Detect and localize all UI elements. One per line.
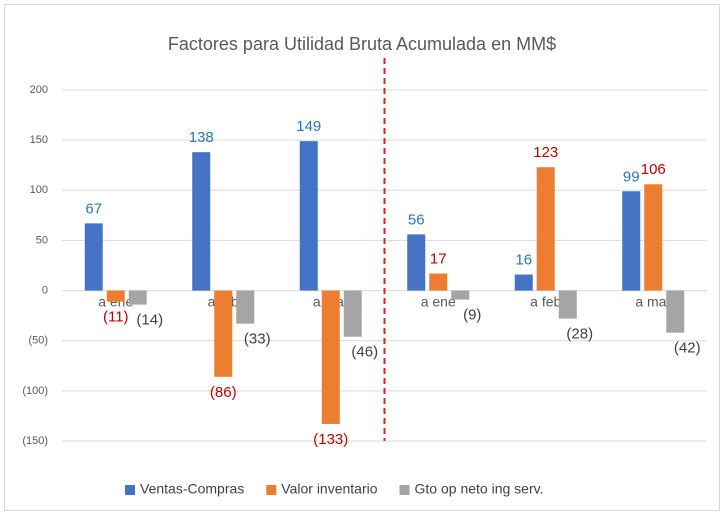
bar [214,290,233,377]
data-label: (33) [244,331,271,348]
bar [321,290,340,424]
bar [451,290,470,300]
data-label: 99 [623,168,640,185]
bar [666,290,685,333]
legend-swatch [399,485,410,495]
x-tick-label: a mar [635,293,671,309]
data-label: (11) [103,309,129,326]
data-label: (42) [674,340,701,357]
bar [299,141,318,291]
chart-title: Factores para Utilidad Bruta Acumulada e… [168,34,556,54]
y-tick-label: 50 [36,234,48,246]
bar [236,290,255,324]
legend-swatch [266,485,277,495]
y-tick-label: 0 [42,284,48,296]
bar [343,290,362,337]
bar [407,234,426,291]
bar [106,290,125,302]
legend-label: Gto op neto ing serv. [415,481,544,497]
data-label: 106 [641,161,666,178]
data-label: 138 [189,129,214,146]
chart-frame [4,4,720,511]
data-label: (133) [313,431,348,448]
bar [128,290,147,305]
data-label: 67 [85,200,102,217]
y-tick-label: (150) [22,435,48,447]
y-tick-label: (100) [22,385,48,397]
data-label: (46) [351,344,378,361]
x-tick-label: a ene [421,293,456,309]
data-label: (86) [210,384,237,401]
legend-swatch [125,485,135,495]
legend-label: Valor inventario [281,481,377,497]
data-label: (14) [136,312,163,329]
bar [514,274,533,291]
bar [192,152,211,291]
bar [644,184,663,291]
data-label: (9) [463,307,481,324]
y-tick-label: 200 [30,84,48,96]
y-tick-label: 150 [30,134,48,146]
data-label: 123 [533,144,558,161]
data-label: 16 [515,251,532,268]
x-tick-label: a feb [530,293,561,309]
data-label: 17 [430,250,447,267]
bar [536,167,555,291]
data-label: 149 [296,118,321,135]
data-label: (28) [566,326,593,343]
bar [558,290,577,319]
y-tick-label: 100 [30,184,48,196]
legend-label: Ventas-Compras [140,481,244,497]
data-label: 56 [408,211,425,228]
bar [429,273,448,291]
bar [622,191,641,291]
y-tick-label: (50) [28,335,48,347]
bar [84,223,103,291]
